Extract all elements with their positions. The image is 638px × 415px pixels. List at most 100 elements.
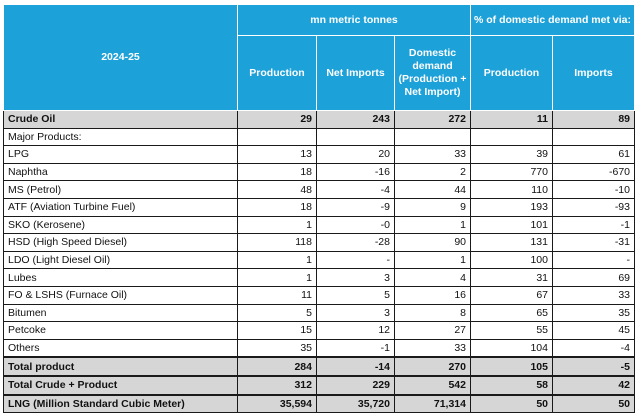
table-cell: 284 bbox=[237, 356, 317, 377]
table-row: HSD (High Speed Diesel) 118 -28 90 131 -31 bbox=[3, 233, 635, 252]
row-label: Total Crude + Product bbox=[3, 374, 238, 395]
table-cell: -1 bbox=[316, 338, 395, 358]
table-cell: -28 bbox=[316, 233, 395, 252]
table-cell bbox=[316, 127, 395, 147]
table-cell: -1 bbox=[552, 215, 635, 235]
table-row: Bitumen 5 3 8 65 35 bbox=[3, 303, 635, 323]
table-row: Total Crude + Product 312 229 542 58 42 bbox=[3, 374, 635, 395]
table-cell: 770 bbox=[470, 162, 553, 182]
row-label: MS (Petrol) bbox=[3, 180, 238, 199]
table-cell: 3 bbox=[316, 268, 395, 287]
table-cell: 229 bbox=[316, 374, 395, 395]
table-cell: 118 bbox=[237, 233, 317, 252]
table-cell: -10 bbox=[552, 180, 635, 199]
column-header: Net Imports bbox=[316, 35, 395, 111]
table-cell: 8 bbox=[394, 303, 471, 323]
table-cell: 42 bbox=[552, 374, 635, 395]
table-cell: 272 bbox=[394, 110, 471, 129]
row-label: ATF (Aviation Turbine Fuel) bbox=[3, 197, 238, 217]
table-cell: 58 bbox=[470, 374, 553, 395]
row-label: LPG bbox=[3, 145, 238, 164]
table-cell: 18 bbox=[237, 162, 317, 182]
table-cell: 20 bbox=[316, 145, 395, 164]
table-cell: 18 bbox=[237, 197, 317, 217]
table-cell: -4 bbox=[316, 180, 395, 199]
table-cell: 33 bbox=[552, 285, 635, 305]
table-cell: 33 bbox=[394, 338, 471, 358]
column-header: Production bbox=[470, 35, 553, 111]
table-row: Major Products: bbox=[3, 127, 635, 147]
row-label: Bitumen bbox=[3, 303, 238, 323]
table-cell: 35 bbox=[237, 338, 317, 358]
table-cell: 104 bbox=[470, 338, 553, 358]
table-cell: 13 bbox=[237, 145, 317, 164]
table-cell: -0 bbox=[316, 215, 395, 235]
table-cell: -4 bbox=[552, 338, 635, 358]
column-header: Domestic demand (Production + Net Import… bbox=[394, 35, 471, 111]
table-cell: -670 bbox=[552, 162, 635, 182]
table-cell: 27 bbox=[394, 321, 471, 340]
table-cell: 48 bbox=[237, 180, 317, 199]
table-cell: 35,720 bbox=[316, 393, 395, 414]
table-cell: 89 bbox=[552, 110, 635, 129]
table-cell: 71,314 bbox=[394, 393, 471, 414]
table-cell: 131 bbox=[470, 233, 553, 252]
table-cell: 11 bbox=[470, 110, 553, 129]
table-cell: 105 bbox=[470, 356, 553, 377]
row-label: Major Products: bbox=[3, 127, 238, 147]
table-cell: 33 bbox=[394, 145, 471, 164]
domestic-demand-share-header: % of domestic demand met via: bbox=[470, 4, 635, 36]
table-cell: 39 bbox=[470, 145, 553, 164]
table-cell bbox=[237, 127, 317, 147]
table-cell: 100 bbox=[470, 250, 553, 270]
row-label: LNG (Million Standard Cubic Meter) bbox=[3, 393, 238, 414]
table-cell: 31 bbox=[470, 268, 553, 287]
table-cell: 243 bbox=[316, 110, 395, 129]
table-row: MS (Petrol) 48 -4 44 110 -10 bbox=[3, 180, 635, 199]
table-cell: 69 bbox=[552, 268, 635, 287]
table-cell: 65 bbox=[470, 303, 553, 323]
table-cell: 12 bbox=[316, 321, 395, 340]
table-row: Petcoke 15 12 27 55 45 bbox=[3, 321, 635, 340]
table-row: ATF (Aviation Turbine Fuel) 18 -9 9 193 -93 bbox=[3, 197, 635, 217]
table-cell: 193 bbox=[470, 197, 553, 217]
table-cell: 3 bbox=[316, 303, 395, 323]
table-cell: 50 bbox=[470, 393, 553, 414]
table-cell: 29 bbox=[237, 110, 317, 129]
row-label: Crude Oil bbox=[3, 110, 238, 129]
row-label: SKO (Kerosene) bbox=[3, 215, 238, 235]
year-header: 2024-25 bbox=[3, 4, 238, 111]
table-cell: 270 bbox=[394, 356, 471, 377]
table-cell: 90 bbox=[394, 233, 471, 252]
table-row: LNG (Million Standard Cubic Meter) 35,594… bbox=[3, 393, 635, 414]
table-cell: 9 bbox=[394, 197, 471, 217]
table-cell: -31 bbox=[552, 233, 635, 252]
table-row: LPG 13 20 33 39 61 bbox=[3, 145, 635, 164]
table-cell: 11 bbox=[237, 285, 317, 305]
table-row: Total product 284 -14 270 105 -5 bbox=[3, 356, 635, 377]
table-cell: -9 bbox=[316, 197, 395, 217]
row-label: Others bbox=[3, 338, 238, 358]
table-cell: - bbox=[552, 250, 635, 270]
table-row: Naphtha 18 -16 2 770 -670 bbox=[3, 162, 635, 182]
table-cell: - bbox=[316, 250, 395, 270]
row-label: FO & LSHS (Furnace Oil) bbox=[3, 285, 238, 305]
mn-metric-tonnes-header: mn metric tonnes bbox=[237, 4, 471, 36]
table-cell: 1 bbox=[394, 215, 471, 235]
row-label: LDO (Light Diesel Oil) bbox=[3, 250, 238, 270]
table-cell: -5 bbox=[552, 356, 635, 377]
table-cell: 5 bbox=[237, 303, 317, 323]
column-header: Imports bbox=[552, 35, 635, 111]
table-row: Crude Oil 29 243 272 11 89 bbox=[3, 110, 635, 129]
row-label: Lubes bbox=[3, 268, 238, 287]
table-cell: 45 bbox=[552, 321, 635, 340]
table-cell: 101 bbox=[470, 215, 553, 235]
table-cell: 55 bbox=[470, 321, 553, 340]
table-cell: 312 bbox=[237, 374, 317, 395]
table-cell bbox=[470, 127, 553, 147]
table-cell: 4 bbox=[394, 268, 471, 287]
table-cell: 1 bbox=[237, 268, 317, 287]
table-cell: 5 bbox=[316, 285, 395, 305]
table-cell: 35,594 bbox=[237, 393, 317, 414]
table-cell: 67 bbox=[470, 285, 553, 305]
